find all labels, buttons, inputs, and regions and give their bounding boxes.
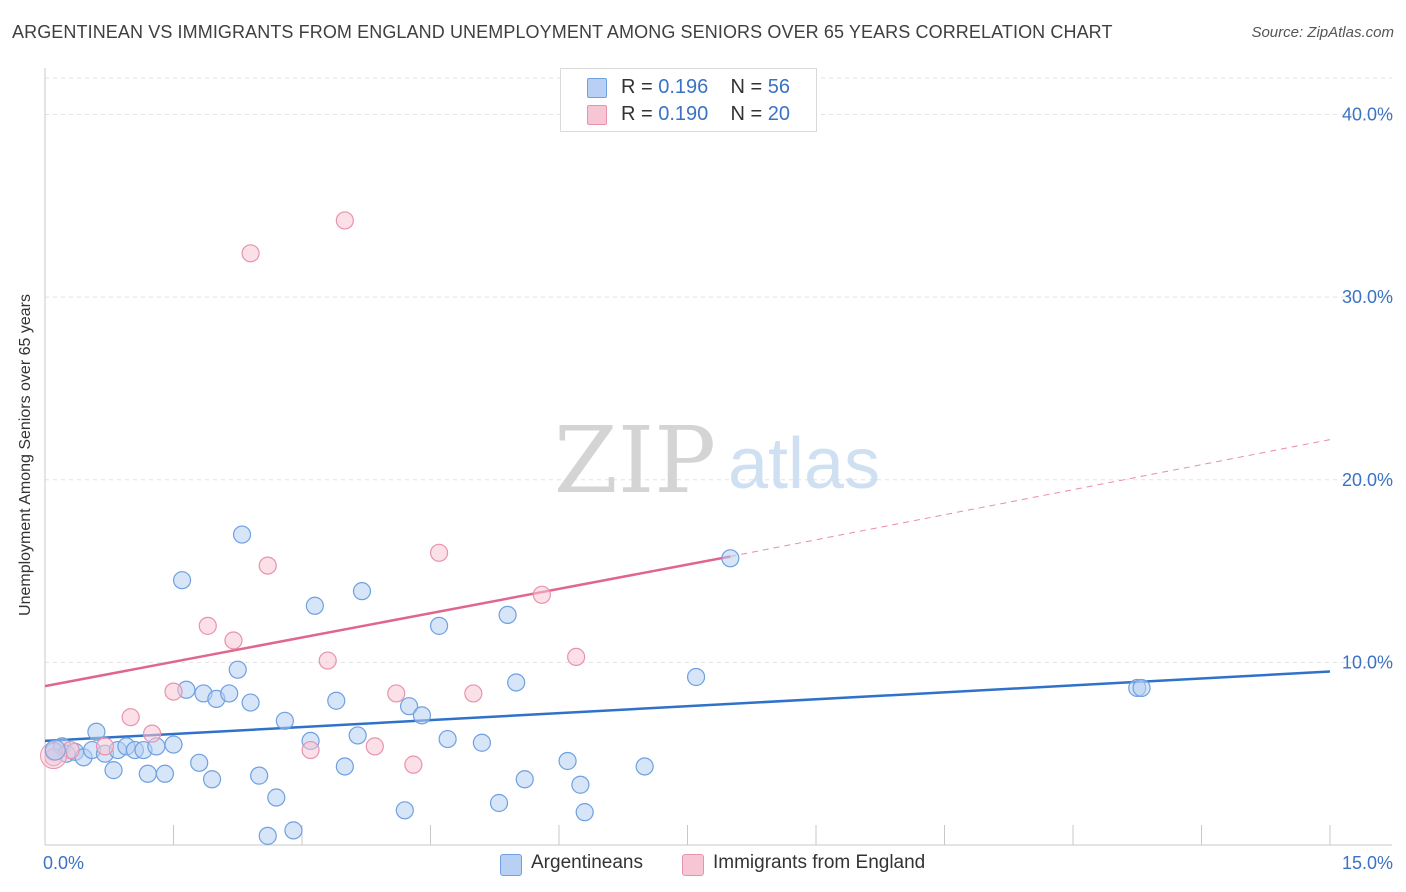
argentineans-point (399, 697, 419, 716)
argentineans-point (241, 693, 260, 712)
argentineans-point (232, 525, 252, 544)
england-point (142, 724, 162, 743)
argentineans-point (558, 751, 577, 771)
argentineans-point (305, 596, 324, 615)
y-tick-label: 10.0% (1342, 652, 1393, 672)
r-label: R = (621, 103, 653, 125)
england-point (301, 740, 320, 760)
argentineans-point (571, 775, 590, 794)
england-point (429, 543, 449, 562)
argentineans-point (275, 711, 294, 730)
england-point (387, 684, 406, 703)
grid-lines (45, 77, 1392, 663)
argentineans-point (155, 764, 175, 783)
england-point (198, 616, 217, 635)
data-points (40, 211, 1151, 845)
england-trend-line (44, 555, 731, 688)
argentineans-point (172, 571, 192, 590)
argentineans-point (250, 766, 269, 785)
england-point (335, 211, 354, 230)
axes (44, 68, 1392, 846)
n-value: 20 (767, 103, 791, 125)
r-value: 0.196 (658, 76, 709, 98)
england-point (567, 647, 586, 667)
argentineans-trend-line (44, 670, 1331, 743)
argentineans-point (635, 757, 654, 776)
england-point (464, 684, 483, 703)
n-value: 56 (767, 76, 791, 98)
england-point (241, 244, 260, 263)
legend-stats-argentineans: R = 0.196 N = 56 (621, 76, 790, 99)
argentineans-point (335, 757, 354, 776)
argentineans-point (489, 793, 509, 813)
argentineans-point (352, 582, 372, 601)
legend-label-england: Immigrants from England (713, 852, 926, 873)
argentineans-point (438, 729, 457, 749)
y-tick-label: 20.0% (1342, 470, 1393, 490)
england-point (258, 556, 277, 575)
n-label: N = (730, 103, 763, 125)
r-value: 0.190 (658, 103, 709, 125)
argentineans-point (258, 826, 277, 845)
y-tick-label: 30.0% (1342, 287, 1393, 307)
argentineans-point (164, 735, 183, 754)
argentineans-point (429, 616, 449, 635)
x-tick-label-min: 0.0% (43, 853, 84, 873)
england-point (318, 651, 337, 670)
watermark: ZIP atlas (554, 407, 880, 514)
legend-swatch-pink (682, 854, 704, 876)
england-point (164, 682, 183, 701)
argentineans-point (686, 667, 706, 687)
england-point (365, 737, 384, 756)
y-tick-label: 40.0% (1342, 105, 1393, 125)
england-point (95, 737, 115, 756)
legend-swatch-pink (587, 105, 607, 125)
argentineans-point (327, 691, 346, 710)
argentineans-point (348, 726, 367, 745)
tick-labels: 10.0% 20.0% 30.0% 40.0% 0.0% 15.0% (43, 105, 1393, 873)
argentineans-point (575, 803, 594, 822)
argentineans-cluster-point (44, 739, 66, 761)
chart-source: Source: ZipAtlas.com (1251, 24, 1394, 41)
n-label: N = (730, 76, 763, 98)
argentineans-point (472, 733, 491, 752)
argentineans-point (267, 788, 286, 807)
england-point (121, 708, 140, 727)
r-label: R = (621, 76, 653, 98)
legend-label-argentineans: Argentineans (531, 852, 643, 873)
argentineans-point (202, 770, 222, 789)
argentineans-point (395, 801, 414, 820)
england-point (532, 585, 551, 604)
england-point (404, 755, 423, 774)
argentineans-point (87, 722, 106, 741)
argentineans-point (220, 684, 239, 703)
correlation-legend: R = 0.196 N = 56 R = 0.190 N = 20 (560, 68, 817, 132)
legend-swatch-blue (500, 854, 522, 876)
argentineans-point (515, 770, 534, 789)
argentineans-point (104, 761, 123, 780)
argentineans-point (228, 660, 247, 679)
watermark-atlas: atlas (728, 424, 880, 504)
watermark-zip: ZIP (554, 407, 716, 514)
argentineans-point (721, 549, 740, 568)
legend-stats-england: R = 0.190 N = 20 (621, 103, 790, 126)
argentineans-point (190, 753, 209, 772)
argentineans-point (412, 706, 432, 725)
legend-swatch-blue (587, 78, 607, 98)
series-legend: Argentineans Immigrants from England (0, 852, 1406, 876)
argentineans-point (138, 764, 157, 783)
argentineans-point (507, 673, 526, 692)
argentineans-point (284, 821, 303, 840)
england-point (224, 631, 243, 650)
argentineans-point (1132, 678, 1151, 698)
x-tick-label-max: 15.0% (1342, 853, 1393, 873)
england-trend-extension (730, 439, 1331, 557)
trend-lines (44, 439, 1331, 743)
argentineans-point (498, 605, 517, 625)
chart-title: ARGENTINEAN VS IMMIGRANTS FROM ENGLAND U… (12, 22, 1113, 42)
